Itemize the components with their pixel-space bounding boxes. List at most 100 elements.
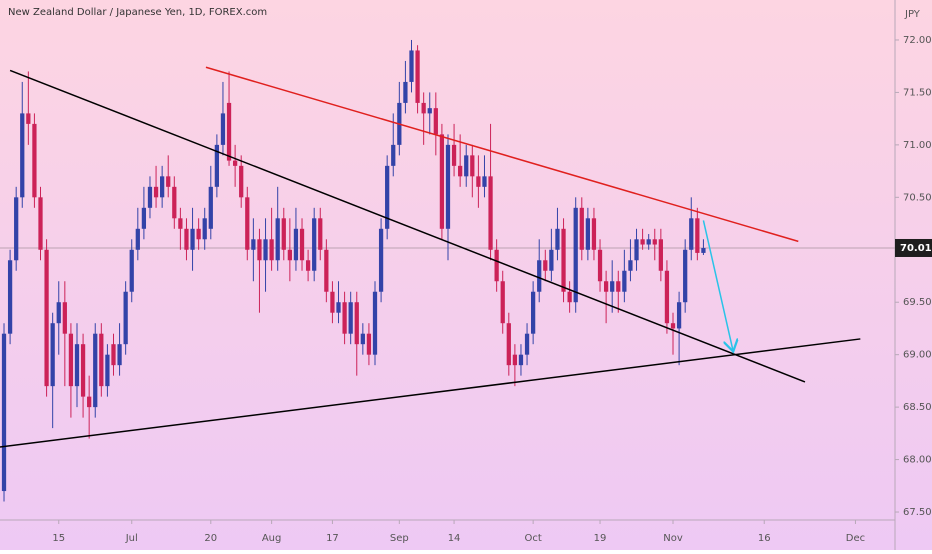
candle-body [695, 218, 700, 253]
candle-body [214, 144, 220, 187]
candle-body [488, 176, 493, 250]
x-tick-label: Nov [663, 533, 683, 544]
candle-body [537, 260, 542, 292]
candle-body [56, 302, 61, 324]
candle-body [141, 207, 147, 229]
candle-body [482, 176, 487, 187]
y-tick-label: 71.000 [903, 140, 932, 151]
trend-line [702, 220, 733, 351]
candle-body [160, 176, 165, 198]
candle-body [622, 270, 627, 292]
candle-body [518, 354, 524, 366]
x-tick-label: 19 [594, 533, 607, 544]
candle-body [105, 354, 110, 387]
candle-body [153, 186, 159, 198]
candle-body [330, 291, 335, 313]
y-tick-label: 71.500 [903, 87, 932, 98]
candle-body [166, 176, 171, 187]
candle-body [543, 260, 548, 271]
candle-body [342, 302, 347, 334]
candle-body [111, 344, 116, 366]
candle-body [664, 270, 670, 324]
candle-body [87, 396, 92, 408]
candle-body [348, 302, 353, 334]
candle-body [646, 239, 651, 245]
candle-body [683, 249, 688, 303]
candle-body [208, 186, 213, 229]
last-price-label: 70.017 [900, 243, 932, 254]
candle-body [14, 197, 19, 261]
candle-body [269, 239, 274, 261]
candle-body [354, 302, 359, 345]
candle-body [226, 102, 232, 161]
candle-body [634, 239, 639, 261]
candle-body [409, 50, 414, 82]
candle-body [439, 134, 445, 229]
candle-body [129, 249, 134, 292]
candle-body [123, 291, 128, 345]
candle-body [421, 102, 426, 114]
candle-body [93, 333, 98, 408]
last-price-tag [895, 238, 932, 257]
candle-body [561, 228, 566, 292]
x-tick-label: 15 [52, 533, 65, 544]
y-tick-label: 68.500 [903, 402, 932, 413]
candle-body [372, 291, 378, 355]
candle-body [464, 155, 469, 177]
candle-body [403, 81, 408, 103]
candle-body [68, 333, 74, 387]
candle-body [603, 281, 609, 292]
candle-body [701, 247, 706, 253]
candle-body [670, 323, 676, 329]
candle-body [287, 249, 292, 261]
candle-body [433, 108, 438, 135]
candle-body [263, 239, 268, 261]
candle-body [470, 155, 475, 177]
candle-body [147, 186, 153, 208]
candle-body [628, 260, 633, 271]
x-tick-label: Jul [125, 533, 138, 544]
candle-body [99, 333, 104, 387]
x-tick-label: 14 [448, 533, 461, 544]
trend-line [0, 338, 861, 448]
candle-body [232, 160, 238, 166]
candle-body [245, 197, 250, 250]
y-tick-label: 67.500 [903, 507, 932, 518]
candle-body [32, 123, 37, 198]
candle-body [38, 197, 43, 250]
candle-body [312, 218, 317, 271]
x-tick-label: Sep [390, 533, 409, 544]
candle-body [184, 228, 189, 250]
y-tick-label: 68.000 [903, 455, 932, 466]
candle-body [366, 333, 372, 355]
candle-body [573, 207, 578, 303]
candle-body [190, 228, 195, 250]
candle-body [305, 260, 311, 271]
candle-body [500, 281, 505, 324]
candle-body [567, 291, 572, 303]
x-tick-label: Oct [524, 533, 541, 544]
candle-body [427, 108, 432, 114]
candle-body [1, 333, 7, 492]
candle-body [531, 291, 536, 334]
candle-body [62, 302, 67, 334]
candle-body [640, 239, 645, 245]
candle-body [220, 113, 226, 145]
candle-body [378, 228, 384, 292]
candle-body [451, 144, 457, 166]
chart-title: New Zealand Dollar / Japanese Yen, 1D, F… [8, 7, 267, 18]
candle-body [689, 218, 694, 250]
candle-body [74, 344, 80, 387]
y-tick-label: 70.500 [903, 192, 932, 203]
candle-body [616, 281, 621, 292]
x-tick-label: 20 [204, 533, 217, 544]
candle-body [555, 228, 560, 250]
candle-body [44, 249, 49, 387]
candle-body [20, 113, 25, 198]
candle-body [135, 228, 140, 250]
candle-body [324, 249, 329, 292]
candle-body [494, 249, 499, 282]
